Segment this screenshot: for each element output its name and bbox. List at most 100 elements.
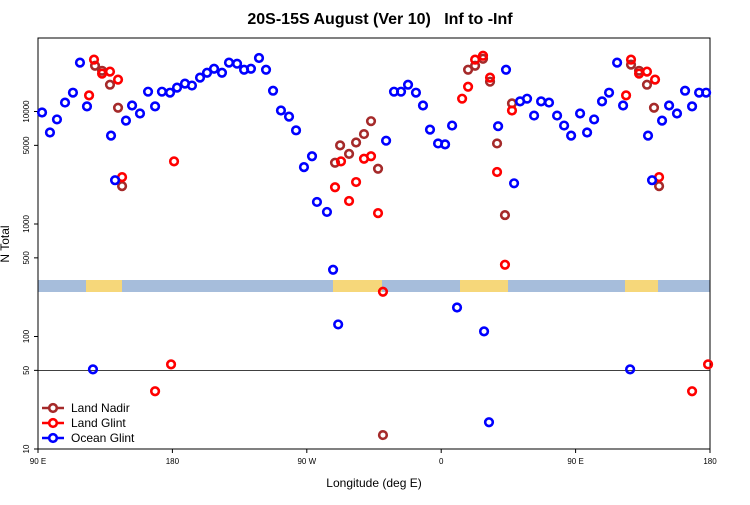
y-tick-label: 50 xyxy=(22,365,31,374)
point xyxy=(260,64,272,75)
y-tick-label: 10 xyxy=(22,444,31,453)
point xyxy=(484,76,496,87)
point xyxy=(89,60,101,71)
x-tick-label: 90 E xyxy=(567,457,583,466)
point xyxy=(149,101,161,112)
legend-marker xyxy=(47,402,59,414)
point xyxy=(551,110,563,121)
point xyxy=(646,175,658,186)
point xyxy=(424,124,436,135)
y-axis-label: N Total xyxy=(0,225,12,262)
point xyxy=(574,108,586,119)
point xyxy=(491,138,503,149)
land-mask-band xyxy=(38,280,710,292)
legend-label: Land Nadir xyxy=(71,401,130,415)
point xyxy=(156,86,168,97)
point xyxy=(44,127,56,138)
point xyxy=(306,151,318,162)
point xyxy=(377,286,389,297)
point xyxy=(417,100,429,111)
plot-frame xyxy=(37,37,711,450)
series-1 xyxy=(83,50,714,397)
point xyxy=(402,79,414,90)
point xyxy=(126,100,138,111)
point xyxy=(201,67,213,78)
point xyxy=(372,207,384,219)
point xyxy=(358,128,370,140)
point xyxy=(231,58,243,69)
point xyxy=(620,90,632,101)
point xyxy=(335,156,347,167)
point xyxy=(648,102,660,113)
point xyxy=(483,417,495,428)
point xyxy=(457,93,468,104)
point xyxy=(499,259,511,270)
point xyxy=(105,130,117,141)
x-tick-label: 90 E xyxy=(30,457,46,466)
point xyxy=(164,87,176,98)
point xyxy=(589,114,600,125)
point xyxy=(116,181,128,192)
point xyxy=(36,107,48,118)
point xyxy=(329,157,341,168)
point xyxy=(625,364,636,375)
point xyxy=(81,101,93,112)
point xyxy=(653,181,665,192)
point xyxy=(51,114,63,125)
point xyxy=(67,87,79,98)
point xyxy=(596,96,608,107)
y-tick-label: 500 xyxy=(22,251,31,265)
point xyxy=(469,60,481,71)
point xyxy=(521,93,533,104)
point xyxy=(478,326,490,337)
y-tick-label: 1000 xyxy=(22,215,31,233)
point xyxy=(165,359,177,370)
land-segment xyxy=(625,280,658,292)
point xyxy=(194,72,206,83)
point xyxy=(625,59,637,70)
point xyxy=(253,52,265,64)
point xyxy=(168,156,180,167)
point xyxy=(267,85,279,96)
chart-title: 20S-15S August (Ver 10) Inf to -Inf xyxy=(247,11,513,28)
point xyxy=(484,72,496,83)
point xyxy=(686,101,698,112)
point xyxy=(500,64,512,75)
point xyxy=(350,176,362,188)
point xyxy=(365,116,377,127)
point xyxy=(469,54,481,65)
point xyxy=(491,166,503,178)
point xyxy=(298,162,310,173)
point xyxy=(377,429,389,441)
point xyxy=(641,66,653,77)
point xyxy=(87,364,99,375)
point xyxy=(642,130,654,141)
x-tick-label: 180 xyxy=(703,457,717,466)
point xyxy=(492,121,504,132)
point xyxy=(112,74,124,85)
point xyxy=(88,54,100,65)
point xyxy=(112,102,124,113)
point xyxy=(499,209,511,221)
point xyxy=(462,81,474,92)
point xyxy=(59,97,71,108)
point xyxy=(581,127,593,138)
point xyxy=(208,63,220,74)
y-tick-label: 10000 xyxy=(22,100,31,123)
y-tick-label: 100 xyxy=(22,329,31,343)
point xyxy=(283,111,295,122)
point xyxy=(612,57,623,68)
y-tick-label: 5000 xyxy=(22,136,31,154)
point xyxy=(543,97,555,108)
point xyxy=(686,386,698,397)
point xyxy=(74,57,86,68)
point xyxy=(343,148,355,159)
point xyxy=(321,206,333,218)
point xyxy=(186,80,198,91)
point xyxy=(617,100,629,111)
point xyxy=(83,90,95,101)
point xyxy=(223,57,235,68)
point xyxy=(508,178,520,189)
point xyxy=(380,135,392,146)
